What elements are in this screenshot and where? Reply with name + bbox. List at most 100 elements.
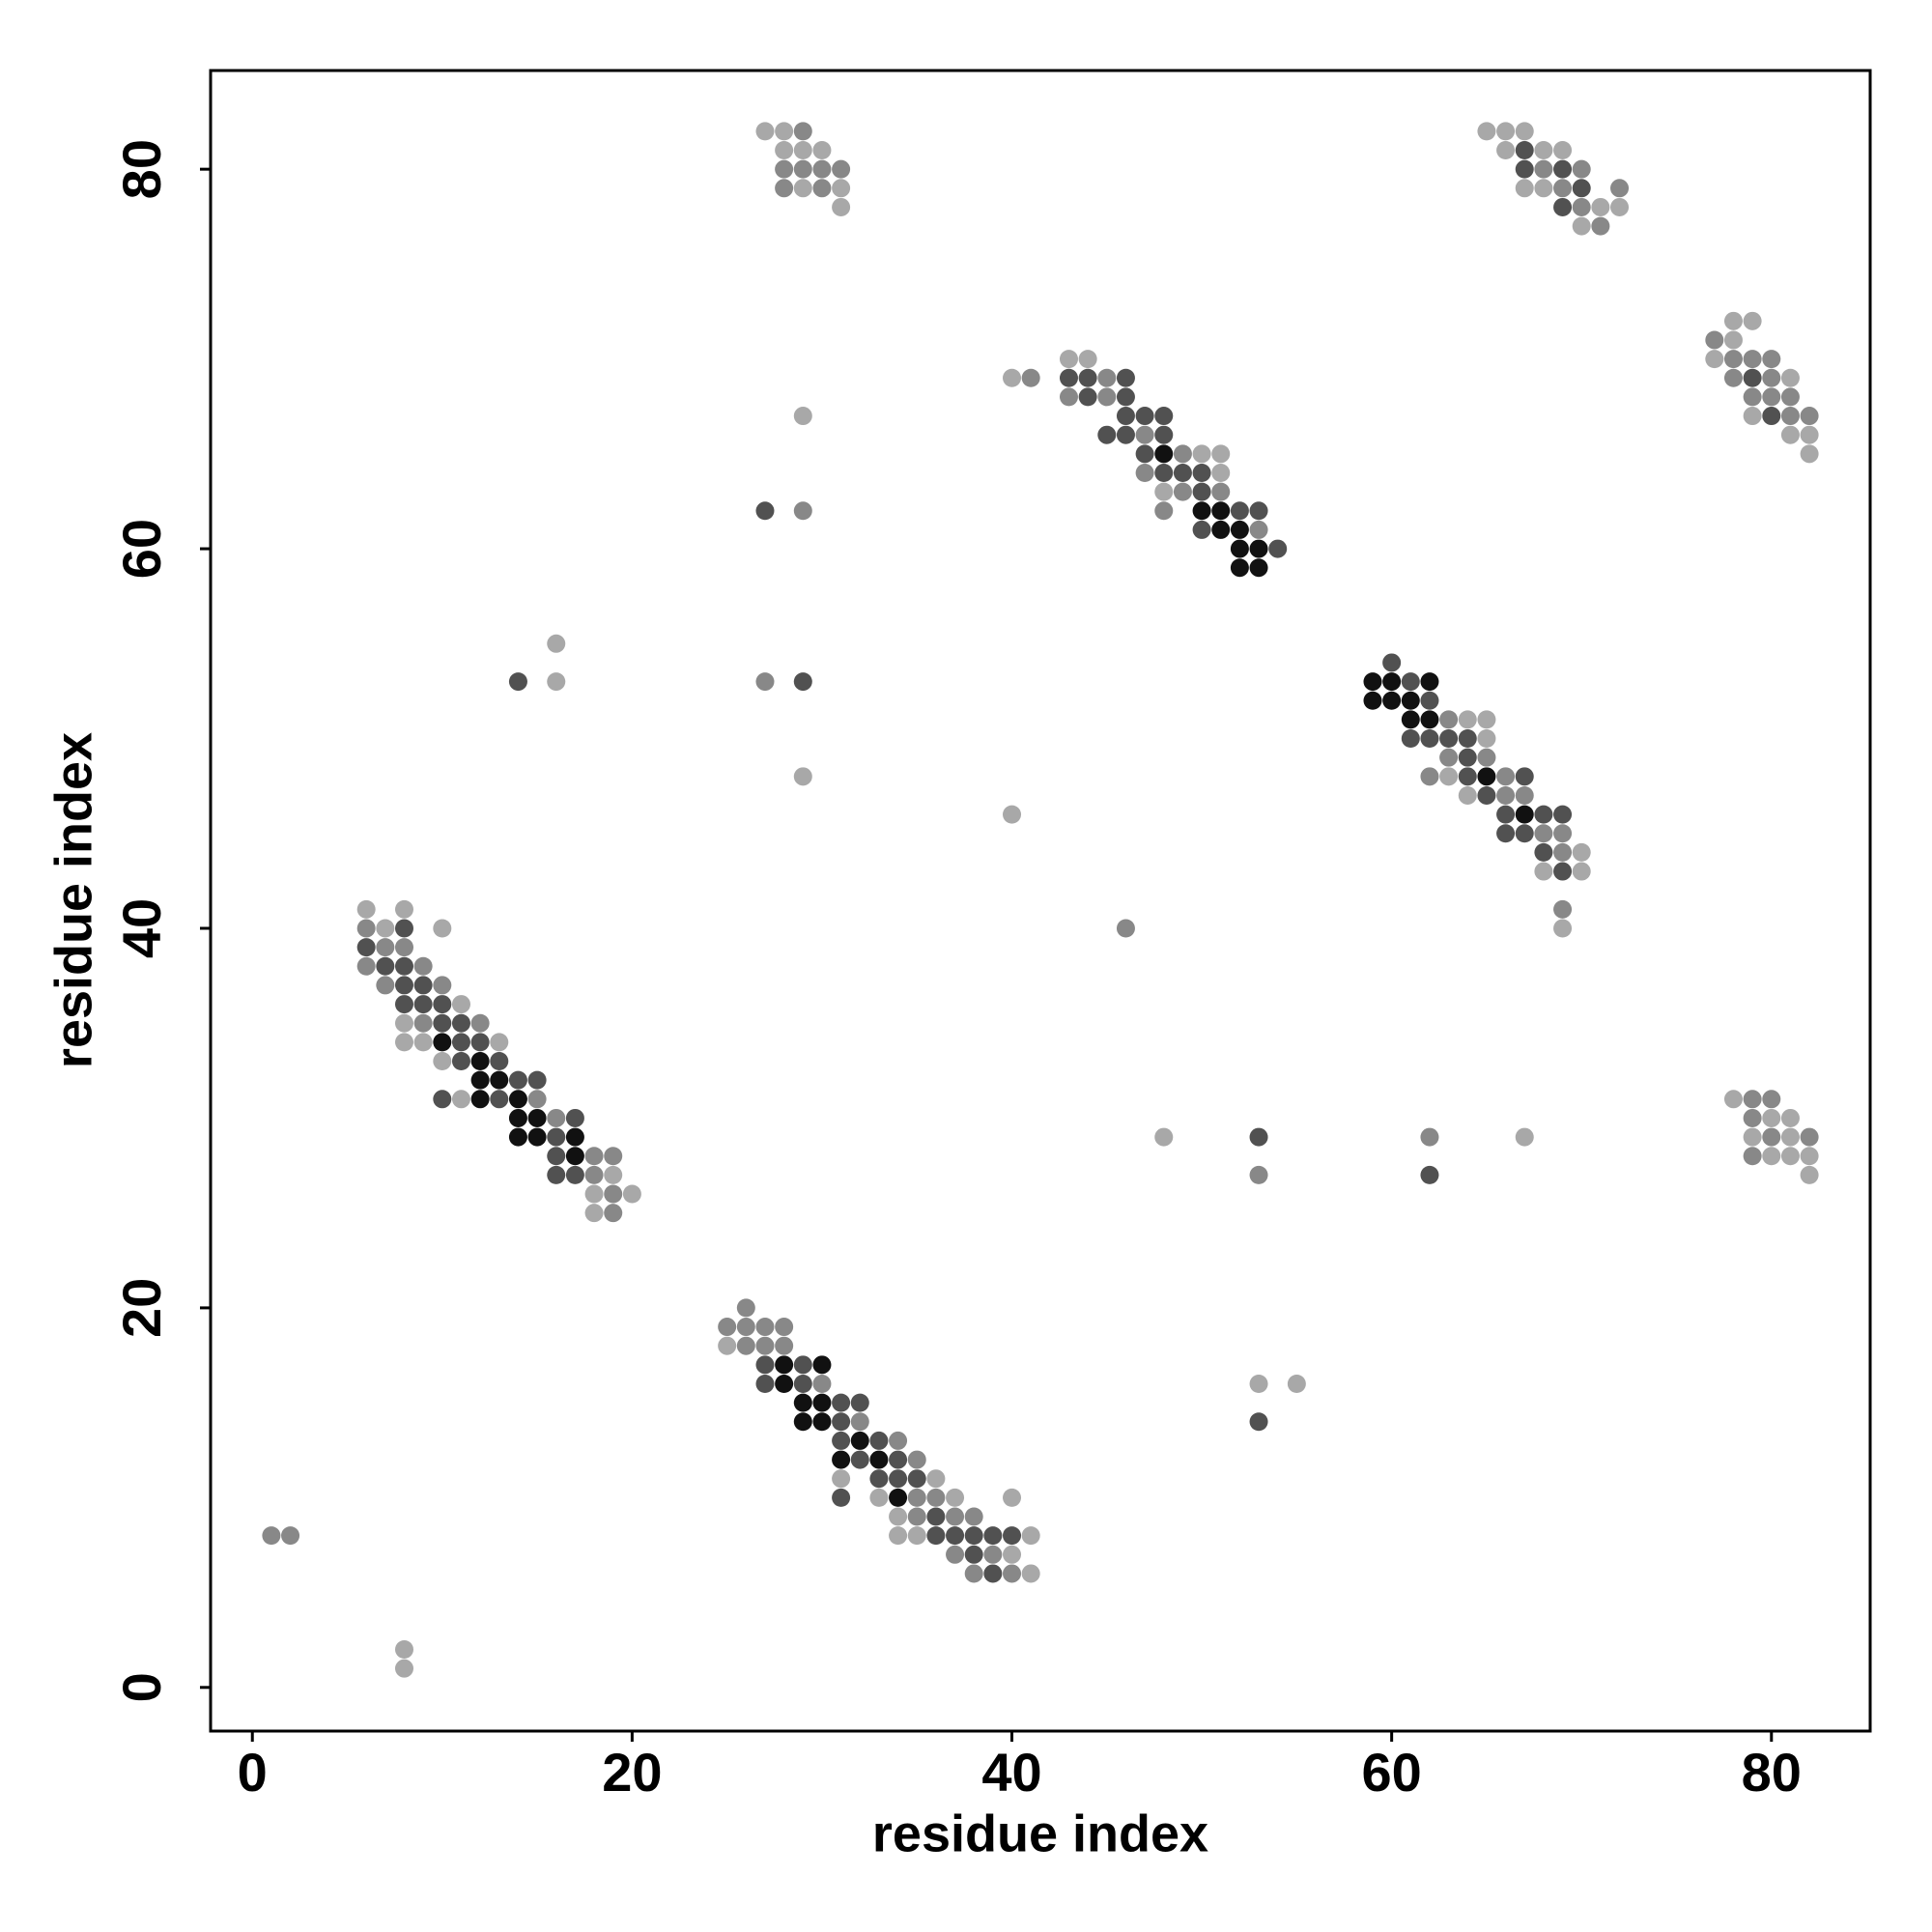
contact-point — [850, 1450, 869, 1469]
contact-point — [812, 159, 832, 179]
contact-point — [1420, 729, 1439, 749]
contact-point — [755, 672, 775, 692]
contact-point — [1249, 1374, 1268, 1393]
contact-point — [1116, 387, 1135, 407]
contact-point — [508, 1127, 527, 1147]
contact-point — [775, 1355, 794, 1375]
contact-point — [1743, 368, 1762, 387]
contact-point — [394, 899, 413, 919]
contact-point — [1762, 1127, 1781, 1147]
contact-point — [1743, 407, 1762, 426]
contact-point — [1534, 842, 1553, 862]
contact-point — [262, 1526, 281, 1546]
contact-point — [1591, 216, 1610, 236]
contact-point — [889, 1469, 908, 1489]
contact-point — [1743, 350, 1762, 369]
contact-point — [869, 1450, 889, 1469]
contact-point — [1059, 350, 1078, 369]
contact-point — [793, 1412, 812, 1432]
contact-point — [832, 197, 851, 216]
contact-point — [1553, 842, 1573, 862]
contact-point — [1154, 1127, 1174, 1147]
contact-point — [1230, 501, 1249, 521]
contact-point — [584, 1184, 604, 1204]
contact-point — [1135, 463, 1154, 482]
contact-point — [470, 1033, 490, 1052]
y-tick-label: 0 — [111, 1672, 172, 1702]
contact-point — [604, 1204, 623, 1223]
contact-point — [964, 1507, 983, 1526]
contact-point — [470, 1013, 490, 1033]
contact-point — [1021, 1564, 1040, 1583]
contact-point — [946, 1507, 965, 1526]
contact-point — [832, 1431, 851, 1450]
contact-point — [1135, 444, 1154, 464]
contact-point — [775, 179, 794, 198]
contact-point — [508, 1108, 527, 1127]
y-axis-title: residue index — [44, 732, 102, 1068]
contact-point — [964, 1564, 983, 1583]
contact-point — [946, 1526, 965, 1546]
contact-point — [1458, 729, 1477, 749]
contact-point — [1116, 368, 1135, 387]
contact-point — [356, 956, 376, 976]
contact-point — [565, 1108, 584, 1127]
contact-point — [736, 1298, 755, 1318]
contact-point — [907, 1469, 926, 1489]
contact-point — [907, 1507, 926, 1526]
contact-point — [1192, 444, 1211, 464]
contact-point — [376, 976, 395, 995]
x-tick-label: 80 — [1742, 1742, 1802, 1803]
contact-point — [1800, 407, 1819, 426]
contact-point — [470, 1052, 490, 1071]
contact-point — [832, 1393, 851, 1412]
contact-point — [889, 1488, 908, 1507]
contact-point — [1534, 141, 1553, 160]
contact-point — [793, 141, 812, 160]
contact-point — [812, 1374, 832, 1393]
contact-point — [1780, 1108, 1800, 1127]
contact-point — [451, 1052, 470, 1071]
contact-point — [433, 1090, 452, 1109]
contact-point — [1078, 350, 1097, 369]
contact-point — [1534, 862, 1553, 881]
contact-point — [451, 1033, 470, 1052]
contact-point — [1496, 141, 1516, 160]
contact-point — [1553, 159, 1573, 179]
contact-point — [1800, 1127, 1819, 1147]
contact-point — [1230, 539, 1249, 558]
contact-point — [793, 1355, 812, 1375]
contact-point — [1249, 1127, 1268, 1147]
contact-point — [1097, 387, 1117, 407]
contact-point — [850, 1431, 869, 1450]
contact-point — [1059, 368, 1078, 387]
x-tick-label: 0 — [238, 1742, 268, 1803]
contact-point — [1230, 558, 1249, 578]
contact-point — [1553, 862, 1573, 881]
contact-point — [413, 995, 433, 1014]
contact-point — [1534, 805, 1553, 824]
contact-point — [793, 1393, 812, 1412]
contact-point — [547, 634, 566, 653]
contact-point — [1572, 216, 1591, 236]
contact-point — [755, 1355, 775, 1375]
contact-point — [394, 919, 413, 938]
contact-point — [508, 1090, 527, 1109]
contact-point — [604, 1165, 623, 1184]
contact-point — [812, 1393, 832, 1412]
contact-point — [832, 1412, 851, 1432]
contact-point — [1572, 179, 1591, 198]
contact-point — [793, 179, 812, 198]
contact-point — [1078, 368, 1097, 387]
contact-point — [793, 159, 812, 179]
contact-point — [413, 1013, 433, 1033]
contact-point — [1477, 748, 1496, 767]
contact-point — [490, 1070, 509, 1090]
contact-point — [604, 1147, 623, 1166]
contact-point — [1477, 710, 1496, 729]
contact-point — [964, 1526, 983, 1546]
contact-point — [413, 956, 433, 976]
contact-point — [356, 938, 376, 957]
contact-point — [1211, 520, 1231, 539]
contact-point — [1173, 463, 1192, 482]
